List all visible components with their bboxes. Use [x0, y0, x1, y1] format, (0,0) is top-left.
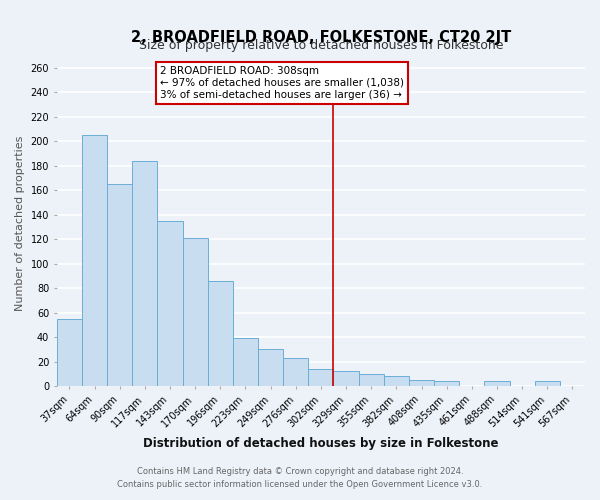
Bar — [409, 380, 434, 386]
Bar — [208, 280, 233, 386]
Bar — [334, 372, 359, 386]
Bar — [359, 374, 384, 386]
Bar — [157, 220, 182, 386]
Text: Contains public sector information licensed under the Open Government Licence v3: Contains public sector information licen… — [118, 480, 482, 489]
Bar — [283, 358, 308, 386]
Bar — [82, 135, 107, 386]
Y-axis label: Number of detached properties: Number of detached properties — [15, 136, 25, 312]
Bar — [258, 350, 283, 386]
Text: 2 BROADFIELD ROAD: 308sqm
← 97% of detached houses are smaller (1,038)
3% of sem: 2 BROADFIELD ROAD: 308sqm ← 97% of detac… — [160, 66, 404, 100]
Bar — [484, 381, 509, 386]
Bar — [132, 160, 157, 386]
Bar — [308, 369, 334, 386]
Bar — [107, 184, 132, 386]
X-axis label: Distribution of detached houses by size in Folkestone: Distribution of detached houses by size … — [143, 437, 499, 450]
Bar — [233, 338, 258, 386]
Bar — [535, 381, 560, 386]
Title: 2, BROADFIELD ROAD, FOLKESTONE, CT20 2JT: 2, BROADFIELD ROAD, FOLKESTONE, CT20 2JT — [131, 30, 511, 45]
Text: Contains HM Land Registry data © Crown copyright and database right 2024.: Contains HM Land Registry data © Crown c… — [137, 467, 463, 476]
Bar — [384, 376, 409, 386]
Text: Size of property relative to detached houses in Folkestone: Size of property relative to detached ho… — [139, 38, 503, 52]
Bar — [434, 381, 459, 386]
Bar — [57, 318, 82, 386]
Bar — [182, 238, 208, 386]
